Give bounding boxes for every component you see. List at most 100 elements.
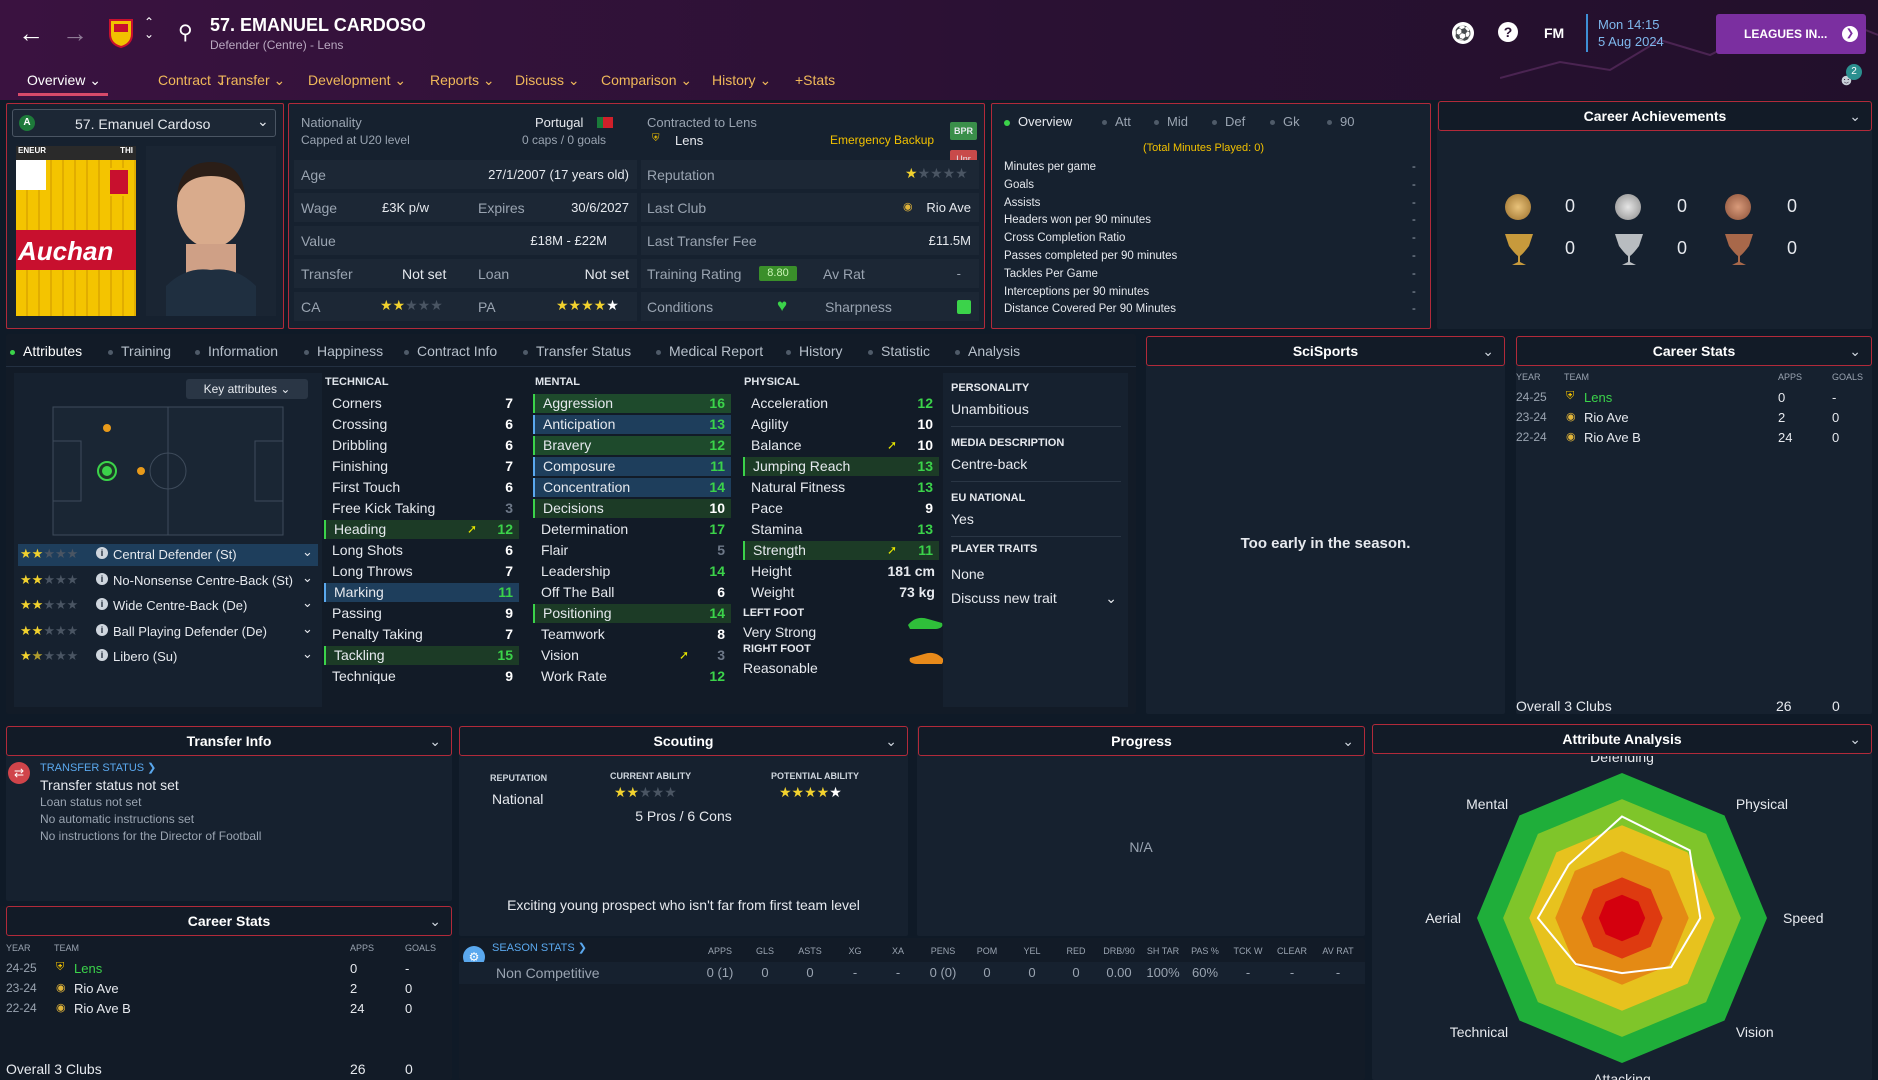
attribute-row[interactable]: Crossing 6 bbox=[324, 415, 519, 434]
tab-transfer[interactable]: Transfer ⌄ bbox=[218, 72, 286, 88]
attribute-row[interactable]: Free Kick Taking 3 bbox=[324, 499, 519, 518]
player-selector[interactable]: A 57. Emanuel Cardoso ⌄ bbox=[12, 109, 276, 137]
tab-discuss[interactable]: Discuss ⌄ bbox=[515, 72, 580, 88]
attribute-row[interactable]: Acceleration 12 bbox=[743, 394, 939, 413]
attribute-row[interactable]: Work Rate 12 bbox=[533, 667, 731, 686]
subtab-contract-info[interactable]: Contract Info bbox=[404, 343, 497, 359]
progress-header[interactable]: Progress ⌄ bbox=[918, 726, 1365, 756]
squad-status[interactable]: Emergency Backup bbox=[830, 133, 935, 147]
subtab-statistic[interactable]: Statistic bbox=[868, 343, 930, 359]
subtab-transfer-status[interactable]: Transfer Status bbox=[523, 343, 631, 359]
attribute-row[interactable]: Determination 17 bbox=[533, 520, 731, 539]
stats-tab-gk[interactable]: Gk bbox=[1270, 114, 1300, 129]
scisports-header[interactable]: SciSports ⌄ bbox=[1146, 336, 1505, 366]
tab-reports[interactable]: Reports ⌄ bbox=[430, 72, 495, 88]
attribute-row[interactable]: Strength 11 ➚ bbox=[743, 541, 939, 560]
stats-tab-overview[interactable]: Overview bbox=[1004, 114, 1072, 129]
career-stats-bottom-header[interactable]: Career Stats ⌄ bbox=[6, 906, 452, 936]
back-arrow-icon[interactable]: ← bbox=[18, 18, 44, 48]
role-row[interactable]: ★★★★★ i Libero (Su) ⌄ bbox=[18, 646, 318, 668]
ball-icon[interactable]: ⚽ bbox=[1452, 22, 1474, 44]
subtab-training[interactable]: Training bbox=[108, 343, 171, 359]
attribute-row[interactable]: Leadership 14 bbox=[533, 562, 731, 581]
search-icon[interactable]: ⚲ bbox=[178, 22, 193, 44]
subtab-analysis[interactable]: Analysis bbox=[955, 343, 1020, 359]
role-row[interactable]: ★★★★★ i Central Defender (St) ⌄ bbox=[18, 544, 318, 566]
attribute-row[interactable]: Anticipation 13 bbox=[533, 415, 731, 434]
attribute-row[interactable]: Finishing 7 bbox=[324, 457, 519, 476]
attribute-row[interactable]: Off The Ball 6 bbox=[533, 583, 731, 602]
attribute-row[interactable]: Technique 9 bbox=[324, 667, 519, 686]
badge-bpr[interactable]: BPR bbox=[950, 122, 977, 140]
achievements-header[interactable]: Career Achievements ⌄ bbox=[1438, 101, 1872, 131]
tab-overview[interactable]: Overview ⌄ bbox=[27, 72, 101, 88]
subtab-attributes[interactable]: Attributes bbox=[10, 343, 82, 359]
attribute-row[interactable]: Aggression 16 bbox=[533, 394, 731, 413]
season-stats-link[interactable]: SEASON STATS ❯ bbox=[492, 942, 588, 954]
subtab-happiness[interactable]: Happiness bbox=[304, 343, 383, 359]
transfer-value[interactable]: Not set bbox=[402, 266, 447, 282]
career-team[interactable]: Rio Ave B bbox=[74, 1001, 131, 1016]
attribute-row[interactable]: Marking 11 bbox=[324, 583, 519, 602]
attribute-row[interactable]: Passing 9 bbox=[324, 604, 519, 623]
attribute-row[interactable]: Decisions 10 bbox=[533, 499, 731, 518]
wage-value[interactable]: £3K p/w bbox=[382, 200, 429, 215]
tab-history[interactable]: History ⌄ bbox=[712, 72, 772, 88]
scouting-header[interactable]: Scouting ⌄ bbox=[459, 726, 908, 756]
attribute-row[interactable]: First Touch 6 bbox=[324, 478, 519, 497]
attribute-analysis-header[interactable]: Attribute Analysis ⌄ bbox=[1372, 724, 1872, 754]
transfer-status-link[interactable]: TRANSFER STATUS ❯ bbox=[40, 762, 157, 774]
club-crest-icon[interactable] bbox=[108, 16, 134, 48]
tab-comparison[interactable]: Comparison ⌄ bbox=[601, 72, 693, 88]
forward-arrow-icon[interactable]: → bbox=[62, 18, 88, 48]
stats-tab-mid[interactable]: Mid bbox=[1154, 114, 1188, 129]
tab-contract[interactable]: Contract ⌄ bbox=[158, 72, 227, 88]
attribute-row[interactable]: Long Throws 7 bbox=[324, 562, 519, 581]
discuss-trait-button[interactable]: Discuss new trait ⌄ bbox=[951, 590, 1117, 606]
loan-value[interactable]: Not set bbox=[584, 266, 629, 282]
career-team[interactable]: Lens bbox=[1584, 390, 1613, 405]
attribute-row[interactable]: Concentration 14 bbox=[533, 478, 731, 497]
expires-value[interactable]: 30/6/2027 bbox=[571, 200, 629, 215]
transfer-info-header[interactable]: Transfer Info ⌄ bbox=[6, 726, 452, 756]
subtab-history[interactable]: History bbox=[786, 343, 843, 359]
fm-label[interactable]: FM bbox=[1544, 25, 1565, 41]
date-day[interactable]: 5 Aug 2024 bbox=[1598, 34, 1664, 49]
subtab-information[interactable]: Information bbox=[195, 343, 278, 359]
leagues-button[interactable]: LEAGUES IN... ❯ bbox=[1716, 14, 1866, 54]
help-icon[interactable]: ? bbox=[1498, 22, 1518, 42]
value-value[interactable]: £18M - £22M bbox=[530, 233, 607, 248]
date-time[interactable]: Mon 14:15 bbox=[1598, 17, 1660, 32]
attribute-row[interactable]: Natural Fitness 13 bbox=[743, 478, 939, 497]
attribute-row[interactable]: Vision 3 ➚ bbox=[533, 646, 731, 665]
pros-cons[interactable]: 5 Pros / 6 Cons bbox=[635, 808, 732, 824]
attribute-row[interactable]: Penalty Taking 7 bbox=[324, 625, 519, 644]
attribute-row[interactable]: Heading 12 ➚ bbox=[324, 520, 519, 539]
stats-tab-att[interactable]: Att bbox=[1102, 114, 1131, 129]
tab-plus-stats[interactable]: +Stats bbox=[795, 72, 836, 88]
attribute-row[interactable]: Jumping Reach 13 bbox=[743, 457, 939, 476]
subtab-medical-report[interactable]: Medical Report bbox=[656, 343, 763, 359]
career-stats-header[interactable]: Career Stats ⌄ bbox=[1516, 336, 1872, 366]
career-team[interactable]: Rio Ave B bbox=[1584, 430, 1641, 445]
attribute-row[interactable]: Corners 7 bbox=[324, 394, 519, 413]
contracted-club[interactable]: Lens bbox=[675, 133, 704, 148]
key-attributes-dropdown[interactable]: Key attributes ⌄ bbox=[186, 379, 308, 399]
nationality-value[interactable]: Portugal bbox=[535, 115, 584, 130]
crest-switch-chevron-icon[interactable]: ⌃ ⌄ bbox=[144, 15, 155, 41]
attribute-row[interactable]: Flair 5 bbox=[533, 541, 731, 560]
attribute-row[interactable]: Balance 10 ➚ bbox=[743, 436, 939, 455]
tab-development[interactable]: Development ⌄ bbox=[308, 72, 407, 88]
career-team[interactable]: Lens bbox=[74, 961, 103, 976]
lastclub-value[interactable]: Rio Ave bbox=[926, 200, 971, 215]
attribute-row[interactable]: Tackling 15 bbox=[324, 646, 519, 665]
attribute-row[interactable]: Composure 11 bbox=[533, 457, 731, 476]
attribute-row[interactable]: Bravery 12 bbox=[533, 436, 731, 455]
attribute-row[interactable]: Agility 10 bbox=[743, 415, 939, 434]
attribute-row[interactable]: Stamina 13 bbox=[743, 520, 939, 539]
attribute-row[interactable]: Positioning 14 bbox=[533, 604, 731, 623]
attribute-row[interactable]: Pace 9 bbox=[743, 499, 939, 518]
role-row[interactable]: ★★★★★ i No-Nonsense Centre-Back (St) ⌄ bbox=[18, 570, 318, 592]
career-team[interactable]: Rio Ave bbox=[1584, 410, 1629, 425]
stats-tab-def[interactable]: Def bbox=[1212, 114, 1245, 129]
